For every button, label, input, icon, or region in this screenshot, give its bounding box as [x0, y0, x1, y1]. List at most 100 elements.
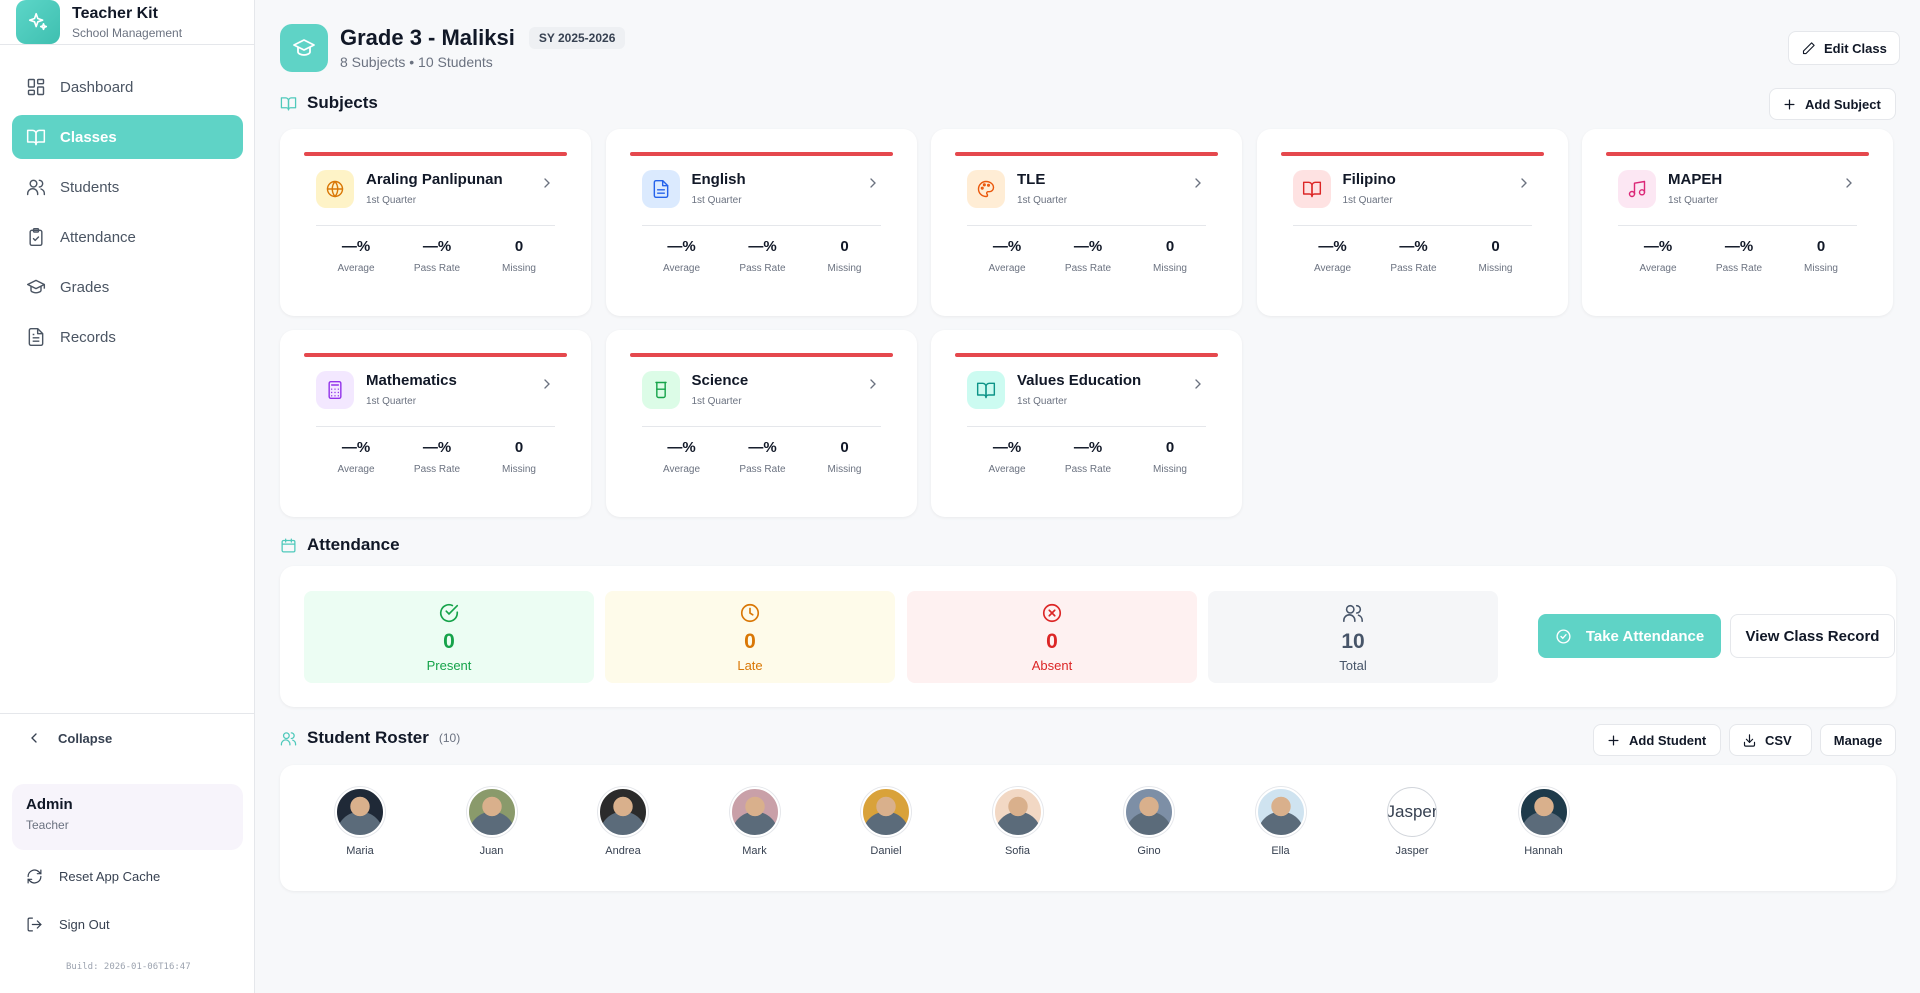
- average-stat: —% Average: [967, 238, 1047, 274]
- manage-button[interactable]: Manage: [1820, 724, 1896, 756]
- progress-bar: [304, 152, 567, 156]
- chevron-right-icon[interactable]: [865, 376, 881, 392]
- progress-bar: [1606, 152, 1869, 156]
- chevron-right-icon[interactable]: [539, 376, 555, 392]
- sidebar-item-classes[interactable]: Classes: [12, 115, 243, 159]
- chevron-right-icon[interactable]: [1841, 175, 1857, 191]
- student-item[interactable]: Jasper Jasper: [1372, 787, 1452, 857]
- student-item[interactable]: Maria: [320, 787, 400, 857]
- student-item[interactable]: Sofia: [978, 787, 1058, 857]
- average-label: Average: [662, 263, 701, 274]
- users-icon: [1208, 602, 1498, 624]
- late-count: 0: [744, 630, 756, 653]
- subject-card[interactable]: Araling Panlipunan 1st Quarter —% Average —%…: [280, 129, 591, 316]
- csv-download-button[interactable]: CSV: [1729, 724, 1812, 756]
- subject-name: Araling Panlipunan: [366, 171, 503, 188]
- sidebar-item-label: Students: [60, 178, 120, 196]
- student-item[interactable]: Mark: [715, 787, 795, 857]
- student-item[interactable]: Andrea: [583, 787, 663, 857]
- average-stat: —% Average: [316, 439, 396, 475]
- average-stat: —% Average: [642, 238, 722, 274]
- subject-name: MAPEH: [1668, 171, 1723, 188]
- subject-card[interactable]: English 1st Quarter —% Average —% Pass Rate 0 M…: [605, 129, 917, 316]
- brand[interactable]: Teacher Kit School Management: [16, 0, 182, 44]
- take-attendance-button[interactable]: Take Attendance: [1538, 614, 1721, 658]
- student-name: Hannah: [1524, 845, 1563, 857]
- add-student-button[interactable]: Add Student: [1593, 724, 1721, 756]
- progress-bar: [629, 353, 893, 357]
- student-item[interactable]: Juan: [452, 787, 532, 857]
- chevron-right-icon[interactable]: [539, 175, 555, 191]
- edit-class-button[interactable]: Edit Class: [1788, 31, 1900, 65]
- subject-card[interactable]: MAPEH 1st Quarter —% Average —% Pass Rate 0 Mis…: [1582, 129, 1893, 316]
- user-card[interactable]: Admin Teacher: [12, 784, 243, 850]
- subject-name: Values Education: [1017, 372, 1142, 389]
- sidebar-item-label: Attendance: [60, 228, 136, 246]
- add-subject-label: Add Subject: [1805, 96, 1881, 112]
- subject-name: Science: [691, 372, 749, 389]
- avatar: [729, 787, 780, 837]
- sidebar-item-students[interactable]: Students: [12, 165, 243, 209]
- app-title: Teacher Kit: [72, 4, 158, 22]
- missing-stat: 0 Missing: [1456, 238, 1536, 274]
- student-name: Gino: [1137, 845, 1161, 857]
- chevron-right-icon[interactable]: [1190, 376, 1206, 392]
- sidebar-footer: Collapse Admin Teacher: [0, 713, 254, 850]
- missing-label: Missing: [502, 464, 536, 475]
- chevron-right-icon[interactable]: [1190, 175, 1206, 191]
- pass-rate-stat: —% Pass Rate: [723, 238, 803, 274]
- chevron-right-icon[interactable]: [1516, 175, 1532, 191]
- subject-card[interactable]: TLE 1st Quarter —% Average —% Pass Rate 0 Missi…: [931, 129, 1242, 316]
- subject-name: Filipino: [1342, 171, 1396, 188]
- total-stat: 10 Total: [1208, 591, 1498, 683]
- book-open-icon: [967, 371, 1005, 409]
- edit-class-label: Edit Class: [1824, 40, 1887, 56]
- subject-card[interactable]: Mathematics 1st Quarter —% Average —% Pass Ra…: [280, 330, 591, 517]
- student-item[interactable]: Gino: [1109, 787, 1189, 857]
- pass-rate-stat: —% Pass Rate: [1048, 238, 1128, 274]
- build-stamp: Build: 2026-01-06T16:47: [66, 962, 191, 972]
- missing-label: Missing: [827, 263, 862, 274]
- student-name: Andrea: [605, 845, 641, 857]
- divider: [641, 426, 881, 427]
- sidebar-item-records[interactable]: Records: [12, 315, 243, 359]
- sign-out-button[interactable]: Sign Out: [26, 916, 110, 933]
- subjects-section-title: Subjects: [280, 93, 378, 113]
- student-item[interactable]: Ella: [1241, 787, 1321, 857]
- collapse-button[interactable]: Collapse: [26, 730, 112, 746]
- reset-cache-button[interactable]: Reset App Cache: [26, 868, 160, 885]
- divider: [0, 44, 254, 45]
- student-item[interactable]: Daniel: [846, 787, 926, 857]
- divider: [641, 225, 881, 226]
- subject-quarter: 1st Quarter: [366, 195, 417, 206]
- pass-rate-stat: —% Pass Rate: [397, 238, 477, 274]
- sidebar-item-label: Classes: [60, 128, 117, 146]
- add-subject-button[interactable]: Add Subject: [1769, 88, 1896, 120]
- palette-icon: [967, 170, 1005, 208]
- file-text-icon: [641, 170, 680, 208]
- sidebar-item-attendance[interactable]: Attendance: [12, 215, 243, 259]
- subject-card[interactable]: Values Education 1st Quarter —% Average —% Pa…: [931, 330, 1242, 517]
- missing-label: Missing: [827, 464, 862, 475]
- download-icon: [1742, 733, 1757, 748]
- present-stat: 0 Present: [304, 591, 594, 683]
- subject-card[interactable]: Filipino 1st Quarter —% Average —% Pass Rate 0…: [1256, 129, 1568, 316]
- sidebar: Teacher Kit School Management Dashboard …: [0, 0, 255, 993]
- pass-rate-stat: —% Pass Rate: [723, 439, 803, 475]
- check-circle-icon: [1555, 628, 1572, 645]
- view-class-record-button[interactable]: View Class Record: [1730, 614, 1895, 658]
- subject-card[interactable]: Science 1st Quarter —% Average —% Pass Rate 0 M…: [605, 330, 917, 517]
- missing-stat: 0 Missing: [1130, 439, 1210, 475]
- subject-name: TLE: [1017, 171, 1046, 188]
- sidebar-item-grades[interactable]: Grades: [12, 265, 243, 309]
- divider: [316, 426, 555, 427]
- student-item[interactable]: Hannah: [1504, 787, 1584, 857]
- pass-rate-label: Pass Rate: [413, 263, 461, 274]
- subject-quarter: 1st Quarter: [1017, 396, 1068, 407]
- average-stat: —% Average: [967, 439, 1047, 475]
- chevron-right-icon[interactable]: [865, 175, 881, 191]
- sidebar-item-dashboard[interactable]: Dashboard: [12, 65, 243, 109]
- graduation-cap-icon: [280, 24, 328, 72]
- page-title-row: Grade 3 - Maliksi SY 2025-2026: [340, 25, 626, 51]
- missing-value: 0: [1165, 439, 1175, 456]
